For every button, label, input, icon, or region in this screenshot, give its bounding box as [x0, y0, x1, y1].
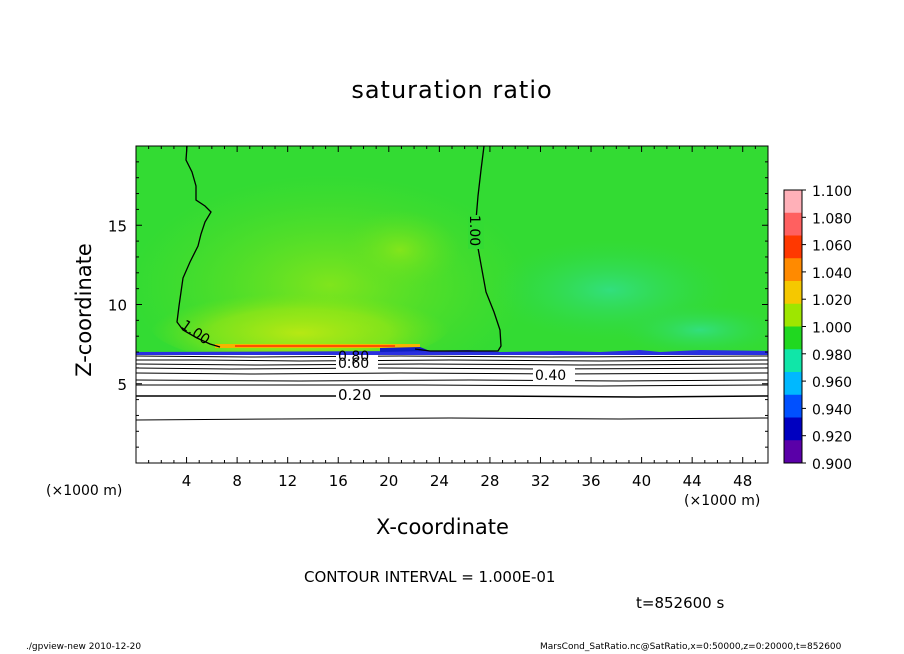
x-tick-label: 4: [182, 472, 192, 490]
colorbar-swatch: [784, 258, 802, 282]
x-tick-label: 40: [632, 472, 651, 490]
y-tick-label: 15: [108, 217, 127, 235]
colorbar-swatch: [784, 417, 802, 441]
y-tick-label: 5: [117, 376, 127, 394]
heatmap-region: [620, 305, 768, 355]
y-axis-label: Z-coordinate: [72, 243, 96, 377]
x-tick-labels: 4 8 12 16 20 24 28 32 36 40 44 48: [182, 472, 752, 490]
colorbar-swatch: [784, 372, 802, 396]
colorbar-label: 1.040: [812, 266, 852, 282]
contour-label-mask: [468, 215, 484, 249]
colorbar-swatch: [784, 303, 802, 327]
contour-label-masks: [336, 355, 575, 402]
colorbar-label: 1.100: [812, 184, 852, 200]
contour-lines-lower: [136, 355, 768, 421]
chart-title: saturation ratio: [351, 76, 553, 104]
x-tick-label: 20: [379, 472, 398, 490]
x-tick-label: 24: [430, 472, 449, 490]
colorbar-swatch: [784, 235, 802, 259]
contour-label: 1.00: [466, 215, 482, 246]
x-tick-label: 44: [683, 472, 702, 490]
lower-region: [136, 355, 768, 463]
axis-ticks: [136, 146, 768, 463]
colorbar-swatch: [784, 212, 802, 236]
x-axis-label: X-coordinate: [376, 515, 509, 539]
colorbar-label: 0.900: [812, 457, 852, 473]
x-tick-label: 8: [232, 472, 242, 490]
x-tick-label: 12: [278, 472, 297, 490]
x-unit-label-left: (×1000 m): [46, 483, 123, 499]
x-tick-label: 36: [581, 472, 600, 490]
colorbar-label: 0.940: [812, 402, 852, 418]
colorbar-swatch: [784, 349, 802, 373]
x-tick-label: 16: [329, 472, 348, 490]
x-tick-label: 32: [531, 472, 550, 490]
heatmap-region: [340, 210, 460, 290]
contour-label: 0.20: [338, 386, 371, 404]
contour-label: 0.80: [338, 349, 369, 365]
x-tick-label: 28: [480, 472, 499, 490]
contour-1.00-left: [176, 146, 221, 348]
contour-label: 0.40: [535, 368, 566, 384]
colorbar-label: 0.960: [812, 375, 852, 391]
contour-1.00-right: [414, 146, 502, 352]
footer-right: MarsCond_SatRatio.nc@SatRatio,x=0:50000,…: [540, 642, 842, 652]
time-label: t=852600 s: [636, 594, 725, 612]
colorbar-swatch: [784, 394, 802, 418]
heatmap-edge: [380, 347, 430, 352]
contour-interval: CONTOUR INTERVAL = 1.000E-01: [304, 568, 556, 586]
heatmap-edge: [136, 350, 768, 355]
colorbar-swatch: [784, 440, 802, 464]
colorbar-label: 0.920: [812, 430, 852, 446]
colorbar-label: 0.980: [812, 348, 852, 364]
colorbar-label: 1.000: [812, 321, 852, 337]
colorbar-label: 1.060: [812, 239, 852, 255]
y-tick-label: 10: [108, 297, 127, 315]
x-tick-label: 48: [733, 472, 752, 490]
colorbar-swatch: [784, 326, 802, 350]
colorbar-label: 1.080: [812, 211, 852, 227]
colorbar-swatch: [784, 190, 802, 214]
heatmap-band: [235, 345, 395, 347]
x-unit-label-right: (×1000 m): [684, 493, 761, 509]
footer-left: ./gpview-new 2010-12-20: [26, 642, 142, 652]
y-tick-labels: 5 10 15: [108, 217, 127, 394]
colorbar: 1.100 1.080 1.060 1.040 1.020 1.000 0.980 0.960…: [783, 184, 852, 473]
colorbar-swatch: [784, 281, 802, 305]
contour-label: 0.60: [338, 356, 369, 372]
colorbar-label: 1.020: [812, 293, 852, 309]
